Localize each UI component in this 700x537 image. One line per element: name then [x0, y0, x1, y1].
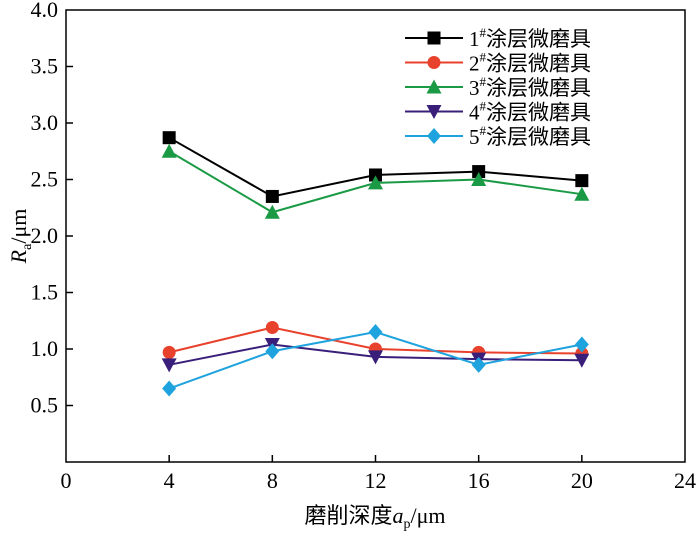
series-5-point	[574, 336, 589, 353]
legend-label: 3#涂层微磨具	[469, 74, 591, 100]
series-1-point	[472, 165, 486, 179]
legend-item: 4#涂层微磨具	[405, 99, 591, 125]
y-tick-label: 4.0	[31, 0, 59, 22]
legend-marker	[426, 105, 442, 119]
series-3	[161, 143, 590, 219]
x-tick-label: 16	[468, 468, 490, 493]
series-1-point	[369, 168, 382, 182]
series-3-point	[161, 143, 177, 158]
series-1	[162, 131, 589, 203]
legend-item: 2#涂层微磨具	[405, 50, 591, 76]
series-5-point	[265, 343, 280, 360]
series-4-point	[574, 353, 590, 368]
series-1-point	[575, 174, 589, 188]
series-5-point	[471, 356, 486, 373]
y-axis-label: Ra/μm	[6, 209, 35, 265]
series-3-point	[368, 175, 383, 190]
y-tick-label: 2.5	[31, 167, 59, 192]
y-tick-label: 1.0	[31, 336, 59, 361]
series-2-point	[265, 321, 279, 335]
legend-marker	[427, 56, 441, 69]
series-1-point	[162, 131, 176, 145]
x-tick-label: 8	[267, 468, 278, 493]
series-4-point	[368, 350, 383, 365]
x-axis-label: 磨削深度ap/μm	[304, 503, 445, 532]
series-2-point	[162, 345, 176, 359]
legend-label: 4#涂层微磨具	[469, 99, 591, 125]
legend-marker	[427, 128, 441, 144]
series-5-point	[162, 380, 177, 397]
x-tick-label: 4	[164, 468, 175, 493]
series-1-point	[265, 189, 279, 203]
x-tick-label: 20	[571, 468, 593, 493]
legend-label: 2#涂层微磨具	[469, 50, 591, 76]
plot-frame	[65, 9, 686, 463]
legend-item: 5#涂层微磨具	[405, 123, 591, 149]
legend-item: 1#涂层微磨具	[405, 25, 591, 51]
x-tick-label: 0	[61, 468, 72, 493]
y-tick-label: 3.5	[31, 54, 59, 79]
legend-marker	[427, 31, 441, 45]
legend-label: 5#涂层微磨具	[469, 123, 591, 149]
legend-item: 3#涂层微磨具	[405, 74, 591, 100]
series-5-point	[368, 324, 383, 341]
x-tick-label: 12	[365, 468, 387, 493]
legend-marker	[426, 79, 442, 94]
series-5	[162, 324, 589, 397]
y-tick-label: 3.0	[31, 110, 59, 135]
legend-label: 1#涂层微磨具	[469, 25, 591, 51]
x-tick-label: 24	[674, 468, 696, 493]
series-4-point	[161, 358, 177, 373]
y-tick-label: 1.5	[31, 280, 59, 305]
y-tick-label: 2.0	[31, 223, 59, 248]
series-3-point	[264, 204, 280, 219]
series-3-point	[574, 186, 590, 201]
y-tick-label: 0.5	[31, 393, 59, 418]
series-3-point	[471, 172, 487, 186]
